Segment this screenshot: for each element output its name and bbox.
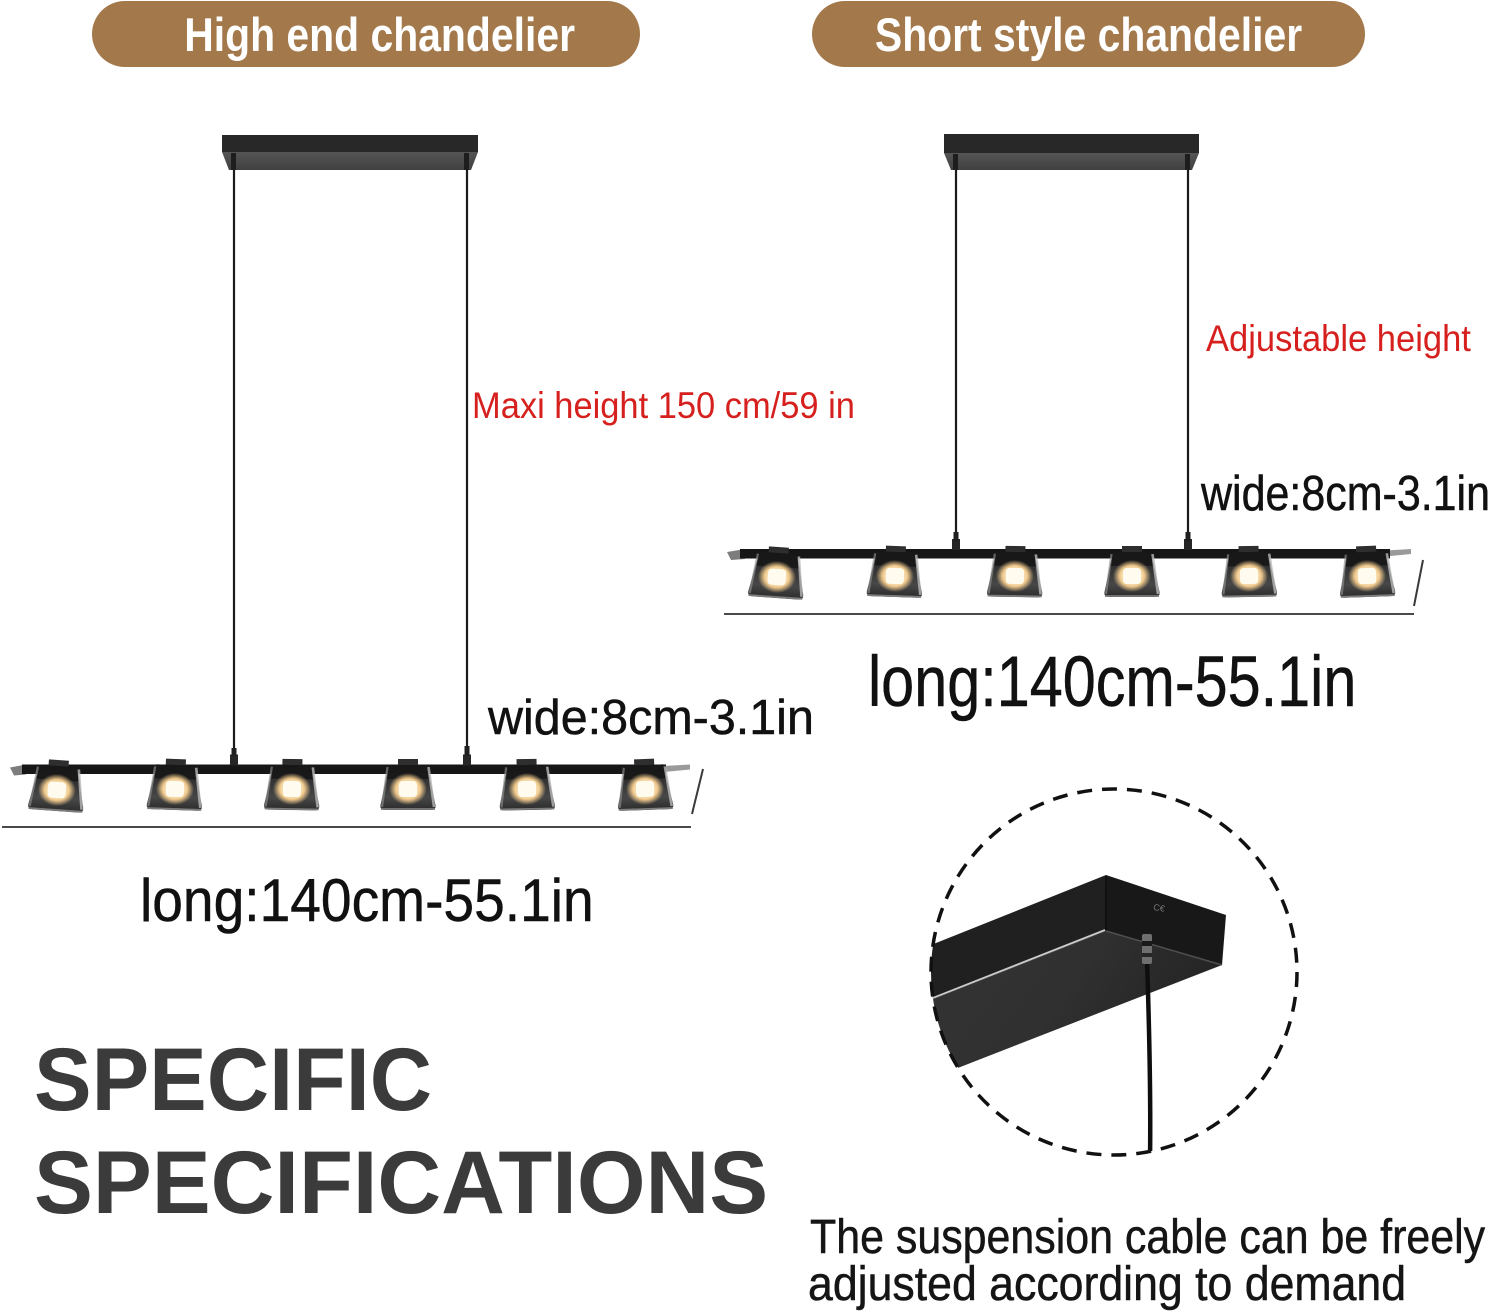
svg-text:C€: C€	[1153, 902, 1166, 914]
